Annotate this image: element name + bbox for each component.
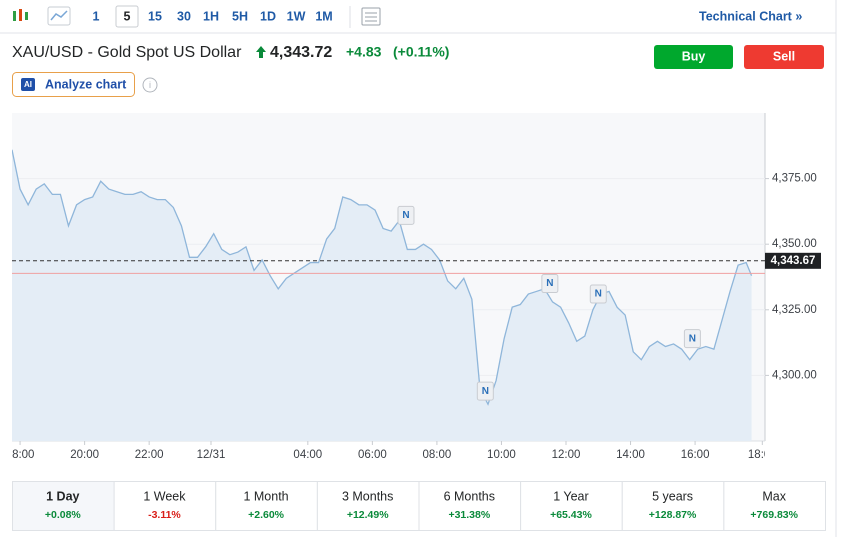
news-marker-label: N: [482, 386, 489, 397]
analyze-label: Analyze chart: [45, 77, 127, 91]
interval[interactable]: 1: [93, 9, 100, 23]
up-arrow: [256, 46, 266, 58]
period-change: +65.43%: [550, 509, 592, 521]
interval-selected: [115, 5, 139, 28]
technical-chart-link[interactable]: Technical Chart »: [699, 9, 802, 23]
period-change: +12.49%: [347, 509, 389, 521]
plot: Investing.com: [12, 149, 765, 441]
period-name: 1 Month: [243, 489, 288, 503]
period-tab[interactable]: [215, 481, 318, 531]
info-icon-glyph: i: [149, 80, 151, 90]
buy-label: Buy: [682, 49, 706, 63]
y-tick-label: 4,375.00: [772, 173, 817, 185]
period-change: +0.08%: [45, 509, 82, 521]
y-tick-label: 4,300.00: [772, 369, 817, 381]
interval[interactable]: 15: [148, 9, 162, 23]
x-tick-label: 22:00: [135, 449, 164, 461]
ai-badge: [21, 78, 35, 91]
period-tab[interactable]: [723, 481, 826, 531]
x-tick-label: 18:00: [748, 449, 777, 461]
period-change: +128.87%: [649, 509, 697, 521]
period-name: 1 Day: [46, 489, 79, 503]
period-name: Max: [762, 489, 786, 503]
last-price-label: 4,343.67: [771, 255, 816, 267]
period-name: 5 years: [652, 489, 693, 503]
news-marker[interactable]: [589, 284, 607, 304]
news-marker-label: N: [402, 210, 409, 221]
price-change-pct: (+0.11%): [393, 44, 449, 60]
area: [12, 149, 752, 441]
x-tick-label: 08:00: [423, 449, 452, 461]
period-tab[interactable]: [316, 481, 420, 531]
period-change: -3.11%: [148, 509, 181, 521]
x-tick-label: 14:00: [616, 449, 645, 461]
interval[interactable]: 1D: [260, 9, 276, 23]
news-marker[interactable]: [476, 381, 494, 401]
news-marker-label: N: [546, 278, 553, 289]
period-tab[interactable]: [520, 481, 623, 531]
x-tick-label: 06:00: [358, 449, 387, 461]
price-line: [12, 149, 753, 406]
x-tick-label: 04:00: [293, 449, 322, 461]
x-tick-label: 12/31: [197, 449, 226, 461]
ai-badge-label: AI: [24, 80, 32, 89]
period-tab[interactable]: [113, 481, 217, 531]
period-change: +31.38%: [448, 509, 490, 521]
x-tick-label: 10:00: [487, 449, 516, 461]
x-tick-label: 18:00: [6, 449, 35, 461]
price: 4,343.72: [270, 44, 332, 61]
news-marker[interactable]: [683, 329, 701, 349]
period-name: 1 Week: [143, 489, 186, 503]
x-tick-labels: 18:00 20:00 22:00 12/31 04:00 06:00 08:00 10:00…: [6, 449, 777, 461]
y-tick-label: 4,350.00: [772, 238, 817, 250]
instrument-title: XAU/USD - Gold Spot US Dollar: [12, 44, 242, 61]
info-icon[interactable]: [142, 77, 158, 93]
price-change: +4.83: [346, 44, 382, 60]
news-marker[interactable]: [397, 205, 415, 225]
period-change: +2.60%: [248, 509, 285, 521]
area-icon[interactable]: [47, 6, 71, 26]
interval[interactable]: 1M: [315, 9, 332, 23]
period-tab[interactable]: [418, 481, 522, 531]
y-tick-label: 4,325.00: [772, 304, 817, 316]
sell-label: Sell: [773, 49, 795, 63]
interval[interactable]: 5H: [232, 9, 248, 23]
period-tab[interactable]: [621, 481, 725, 531]
sell-button[interactable]: [744, 45, 824, 69]
last-price-box: [765, 252, 821, 269]
period-name: 6 Months: [444, 489, 495, 503]
interval[interactable]: 30: [177, 9, 191, 23]
period-name: 1 Year: [553, 489, 588, 503]
analyze-button[interactable]: [12, 72, 135, 97]
x-tick-label: 16:00: [681, 449, 710, 461]
settings-icon[interactable]: [361, 7, 381, 26]
overlay: 4,343.67 N N N N N: [397, 205, 821, 401]
news-marker-label: N: [689, 333, 696, 344]
period-selected-bg: [13, 482, 114, 530]
period-change: +769.83%: [750, 509, 798, 521]
news-marker[interactable]: [541, 274, 559, 294]
interval[interactable]: 5: [124, 9, 131, 23]
period-name: 3 Months: [342, 489, 393, 503]
x-tick-label: 20:00: [70, 449, 99, 461]
interval[interactable]: 1H: [203, 9, 219, 23]
x-tick-label: 12:00: [552, 449, 581, 461]
interval[interactable]: 1W: [287, 9, 306, 23]
buy-button[interactable]: [654, 45, 733, 69]
news-marker-label: N: [595, 289, 602, 300]
candle-icon[interactable]: [13, 9, 28, 21]
